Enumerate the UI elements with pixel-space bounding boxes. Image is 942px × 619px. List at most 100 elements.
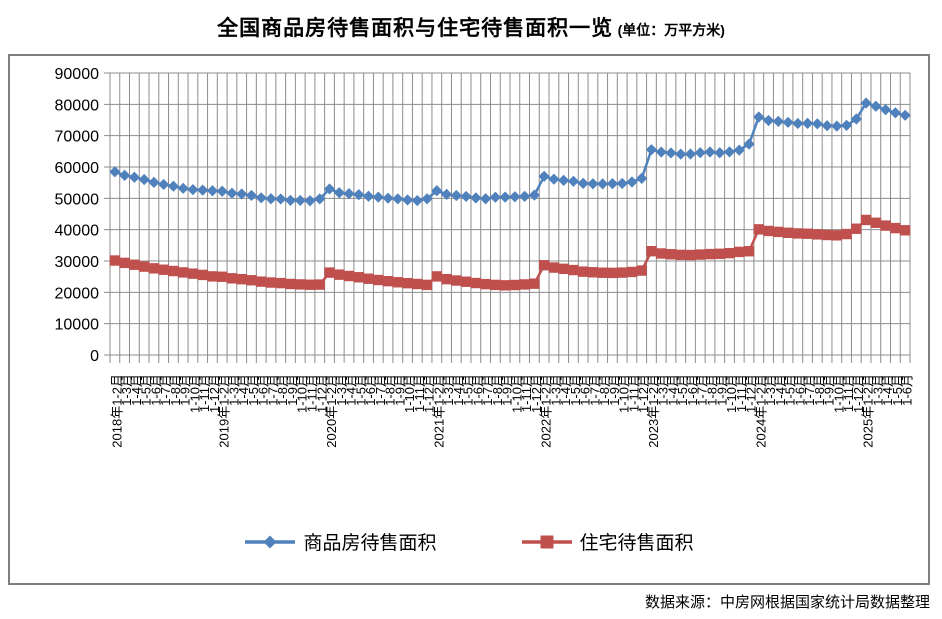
data-marker-square [373,274,384,286]
x-tick-label: 1-5月 [139,374,154,406]
data-marker-diamond [401,194,414,206]
data-marker-diamond [889,107,901,119]
data-marker-diamond [870,100,882,112]
data-marker-square [665,249,677,260]
legend-item-residential: 住宅待售面积 [521,528,694,555]
data-marker-diamond [362,190,375,202]
data-marker-square [109,255,121,266]
data-marker-square [216,271,228,282]
data-marker-square [821,229,833,241]
data-marker-diamond [382,192,394,204]
data-marker-diamond [158,178,170,191]
x-tick-label: 1-7月 [695,374,710,406]
data-marker-square [792,228,804,239]
data-marker-square [490,279,501,291]
x-tick-label: 1-9月 [714,374,729,406]
y-tick-label: 70000 [55,129,100,146]
plot-canvas: 90000 80000 70000 60000 50000 40000 30000 20000… [55,66,915,448]
data-marker-square [626,266,638,278]
data-marker-diamond [460,190,472,203]
x-tick-label: 1-9月 [178,374,193,406]
legend-label-residential: 住宅待售面积 [579,533,694,554]
data-marker-diamond [880,104,892,116]
legend-diamond-icon [245,535,296,548]
data-marker-square [782,227,794,238]
x-tick-label: 1-4月 [665,374,680,406]
data-marker-square [168,265,179,277]
data-marker-diamond [323,183,336,195]
chart-area: 90000 80000 70000 60000 50000 40000 30000 20000… [8,54,930,585]
data-marker-square [334,269,345,280]
x-tick-label: 1-12月 [744,374,759,413]
x-tick-label: 1-7月 [158,374,173,406]
data-marker-diamond [421,193,433,205]
data-marker-diamond [645,144,658,156]
data-marker-diamond [821,120,833,132]
data-marker-square [431,271,443,282]
x-tick-label: 1-9月 [500,374,515,406]
x-tick-label: 1-6月 [148,374,163,406]
data-marker-diamond [626,176,638,188]
x-tick-label: 1-12月 [422,374,437,413]
data-marker-diamond [567,175,580,187]
data-marker-diamond [704,146,716,158]
data-marker-diamond [499,191,511,203]
data-marker-square [812,229,823,240]
data-marker-diamond [675,148,687,160]
y-tick-label: 80000 [55,97,100,114]
x-tick-label: 1-10月 [617,374,632,413]
data-marker-square [724,247,735,259]
x-tick-label: 1-7月 [587,374,602,406]
data-marker-diamond [509,191,521,203]
data-marker-diamond [528,189,540,201]
data-marker-diamond [314,193,326,205]
x-tick-label: 1-4月 [451,374,466,406]
data-marker-square [295,279,306,290]
data-marker-square [899,225,911,236]
chart-title-text: 全国商品房待售面积与住宅待售面积一览 [217,17,614,40]
data-marker-square [285,278,296,290]
data-marker-diamond [772,115,784,128]
data-marker-diamond [665,147,677,159]
data-marker-square [353,272,364,283]
data-marker-square [509,279,521,291]
x-tick-label: 1-5月 [568,374,583,406]
data-marker-diamond [226,187,238,199]
data-marker-diamond [733,144,745,156]
data-marker-diamond [431,185,443,197]
data-marker-diamond [587,178,599,190]
x-tick-label: 1-3月 [763,374,778,406]
data-marker-diamond [811,118,823,130]
data-marker-square [158,264,169,275]
data-marker-square [265,277,277,288]
x-tick-label: 1-10月 [402,374,417,413]
data-marker-square [236,273,247,285]
legend-item-commercial: 商品房待售面积 [244,528,437,555]
data-marker-diamond [655,146,667,158]
data-marker-diamond [343,187,355,200]
data-marker-square [636,265,647,276]
data-marker-diamond [616,177,628,190]
legend-label-commercial: 商品房待售面积 [303,533,437,554]
data-marker-square [421,279,433,291]
x-tick-label: 1-3月 [656,374,671,406]
x-tick-label: 1-11月 [197,374,212,412]
x-tick-label: 2019年1-2月 [217,374,232,448]
x-tick-label: 1-4月 [880,374,895,406]
x-tick-label: 1-11月 [626,374,641,412]
y-tick-label: 90000 [55,66,100,83]
data-marker-diamond [558,174,570,186]
data-marker-diamond [177,182,189,194]
data-marker-square [675,249,686,261]
data-marker-square [226,273,238,284]
data-marker-diamond [236,188,248,200]
data-marker-square [519,279,530,290]
data-marker-diamond [840,119,853,131]
x-tick-label: 1-12月 [851,374,866,413]
data-marker-square [343,270,355,282]
data-marker-square [802,228,813,239]
data-marker-square [119,257,130,269]
data-marker-square [256,276,267,287]
data-marker-diamond [792,117,804,130]
y-tick-label: 10000 [55,317,100,334]
